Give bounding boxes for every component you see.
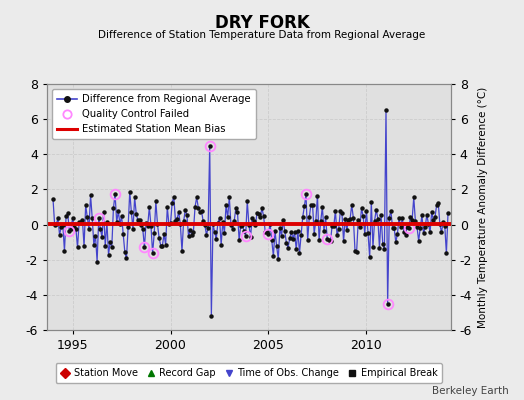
Text: Berkeley Earth: Berkeley Earth — [432, 386, 508, 396]
Text: Difference of Station Temperature Data from Regional Average: Difference of Station Temperature Data f… — [99, 30, 425, 40]
Legend: Station Move, Record Gap, Time of Obs. Change, Empirical Break: Station Move, Record Gap, Time of Obs. C… — [56, 363, 442, 383]
Y-axis label: Monthly Temperature Anomaly Difference (°C): Monthly Temperature Anomaly Difference (… — [477, 86, 488, 328]
Text: DRY FORK: DRY FORK — [215, 14, 309, 32]
